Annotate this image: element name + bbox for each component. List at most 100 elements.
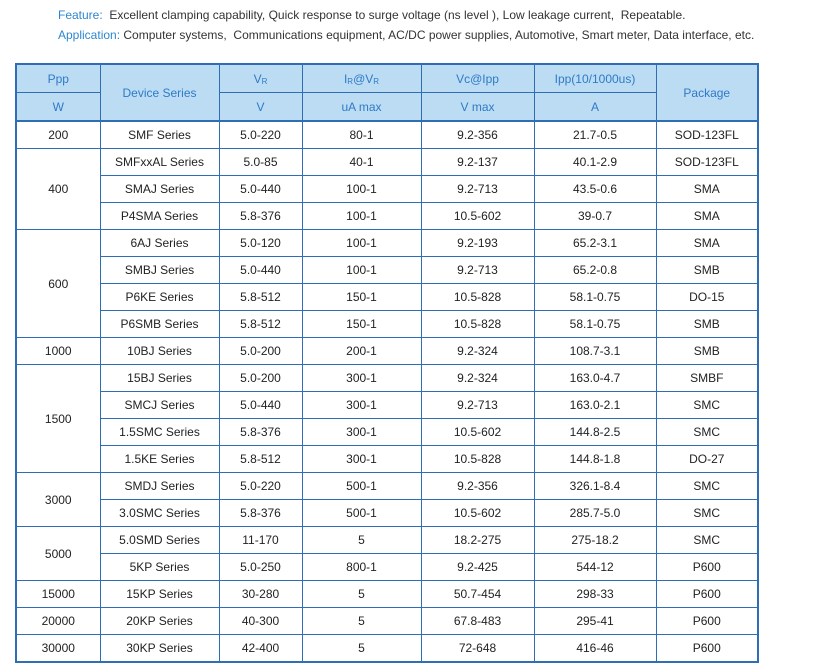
header-cell: Ipp(10/1000us)	[533, 63, 657, 93]
table-cell: 80-1	[301, 120, 422, 149]
table-cell: 3.0SMC Series	[99, 499, 220, 527]
table-cell: SMC	[655, 418, 759, 446]
header-sub: R	[373, 76, 380, 86]
table-cell: 40-1	[301, 148, 422, 176]
table-cell: 144.8-2.5	[533, 418, 657, 446]
table-cell: 30KP Series	[99, 634, 220, 663]
table-cell: 300-1	[301, 418, 422, 446]
table-cell: 200-1	[301, 337, 422, 365]
table-row: SMBJ Series 5.0-440 100-1 9.2-713 65.2-0.8 SM…	[16, 256, 759, 284]
table-cell: SMA	[655, 175, 759, 203]
table-cell: 40-300	[218, 607, 303, 635]
table-cell: 50.7-454	[420, 580, 535, 608]
ppp-cell: 5000	[15, 526, 101, 581]
header-row: W V uA max V max A	[15, 92, 758, 122]
table-cell: SMA	[655, 229, 759, 257]
header-sub: R	[261, 76, 268, 86]
table-cell: 144.8-1.8	[533, 445, 657, 473]
table-cell: 1.5SMC Series	[99, 418, 220, 446]
header-cell: A	[533, 92, 657, 122]
table-cell: SMB	[655, 310, 759, 338]
table-cell: DO-15	[655, 283, 759, 311]
table-cell: 285.7-5.0	[533, 499, 657, 527]
table-row: 1000 10BJ Series 5.0-200 200-1 9.2-324 108.7-…	[15, 337, 759, 365]
table-cell: 300-1	[301, 364, 422, 392]
application-label: Application:	[58, 28, 121, 42]
table-cell: 163.0-2.1	[533, 391, 657, 419]
table-row: 400 SMFxxAL Series 5.0-85 40-1 9.2-137 40.1-2…	[15, 148, 759, 230]
table-row: P4SMA Series 5.8-376 100-1 10.5-602 39-0.7 SM…	[16, 202, 759, 230]
table-row: P6KE Series 5.8-512 150-1 10.5-828 58.1-0.75…	[16, 283, 759, 311]
table-cell: P4SMA Series	[99, 202, 220, 230]
table-cell: 15BJ Series	[99, 364, 220, 392]
table-row: 20000 20KP Series 40-300 5 67.8-483 295-41 P60…	[15, 607, 759, 635]
header-cell: IR@VR	[301, 63, 422, 93]
table-cell: 10.5-828	[420, 283, 535, 311]
table-cell: 100-1	[301, 202, 422, 230]
table-cell: 500-1	[301, 472, 422, 500]
application-line: Application: Computer systems, Communica…	[58, 28, 754, 42]
header-cell: uA max	[301, 92, 422, 122]
table-cell: 1.5KE Series	[99, 445, 220, 473]
table-cell: 5.8-512	[218, 445, 303, 473]
table-cell: 800-1	[301, 553, 422, 581]
table-cell: 5.0-200	[218, 337, 303, 365]
table-header: Ppp Device Series VR IR@VR Vc@Ipp Ipp(10…	[15, 63, 759, 122]
table-cell: 65.2-3.1	[533, 229, 657, 257]
header-cell: Ppp	[15, 63, 101, 93]
table-cell: 500-1	[301, 499, 422, 527]
table-row: SMAJ Series 5.0-440 100-1 9.2-713 43.5-0.6 SM…	[16, 175, 759, 203]
table-cell: SMBF	[655, 364, 759, 392]
table-row: 30000 30KP Series 42-400 5 72-648 416-46 P600	[15, 634, 759, 663]
table-cell: 5.0SMD Series	[99, 526, 220, 554]
table-row: 1500 15BJ Series 5.0-200 300-1 9.2-324 163.0-…	[15, 364, 759, 473]
table-cell: 20KP Series	[99, 607, 220, 635]
table-cell: 58.1-0.75	[533, 283, 657, 311]
table-cell: 544-12	[533, 553, 657, 581]
table-cell: 5.0-440	[218, 175, 303, 203]
table-cell: 58.1-0.75	[533, 310, 657, 338]
table-cell: 298-33	[533, 580, 657, 608]
table-cell: SMAJ Series	[99, 175, 220, 203]
table-cell: 5.8-376	[218, 202, 303, 230]
table-row: 5000 5.0SMD Series 11-170 5 18.2-275 275-18.2…	[15, 526, 759, 581]
table-cell: SMDJ Series	[99, 472, 220, 500]
table-cell: 5	[301, 526, 422, 554]
table-cell: 10.5-602	[420, 202, 535, 230]
table-row: 15000 15KP Series 30-280 5 50.7-454 298-33 P60…	[15, 580, 759, 608]
table-cell: P600	[655, 553, 759, 581]
table-cell: 9.2-425	[420, 553, 535, 581]
table-cell: 10BJ Series	[99, 337, 220, 365]
table-cell: SOD-123FL	[655, 120, 759, 149]
header-text: @V	[353, 71, 374, 86]
table-cell: 9.2-356	[420, 120, 535, 149]
ppp-cell: 600	[15, 229, 101, 338]
table-row: 600 6AJ Series 5.0-120 100-1 9.2-193 65.2-3.1…	[15, 229, 759, 338]
table-cell: 5	[301, 580, 422, 608]
table-cell: 72-648	[420, 634, 535, 663]
table-cell: 100-1	[301, 256, 422, 284]
table-cell: 5.0-200	[218, 364, 303, 392]
table-cell: 275-18.2	[533, 526, 657, 554]
application-text: Computer systems, Communications equipme…	[123, 28, 755, 42]
table-cell: 5.0-440	[218, 391, 303, 419]
table-cell: 295-41	[533, 607, 657, 635]
table-cell: SMC	[655, 526, 759, 554]
ppp-cell: 1500	[15, 364, 101, 473]
table-cell: 18.2-275	[420, 526, 535, 554]
table-cell: 5	[301, 634, 422, 663]
table-cell: 5.8-512	[218, 283, 303, 311]
table-row: 3.0SMC Series 5.8-376 500-1 10.5-602 285.7-5…	[16, 499, 759, 527]
header-cell: V	[218, 92, 303, 122]
table-body: 200 SMF Series 5.0-220 80-1 9.2-356 21.7-0.5 S…	[15, 120, 759, 663]
table-cell: 5KP Series	[99, 553, 220, 581]
spec-table: Ppp Device Series VR IR@VR Vc@Ipp Ipp(10…	[15, 63, 759, 663]
header-cell: VR	[218, 63, 303, 93]
feature-line: Feature: Excellent clamping capability, …	[58, 8, 685, 22]
ppp-cell: 3000	[15, 472, 101, 527]
table-cell: 5.8-376	[218, 499, 303, 527]
table-row: 1.5KE Series 5.8-512 300-1 10.5-828 144.8-1.…	[16, 445, 759, 473]
table-cell: 300-1	[301, 391, 422, 419]
ppp-cell: 400	[15, 148, 101, 230]
